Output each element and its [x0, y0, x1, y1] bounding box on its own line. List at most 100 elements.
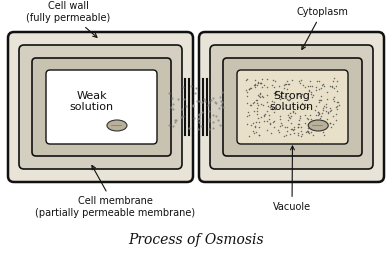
Point	[287, 111, 293, 115]
Point	[194, 99, 200, 103]
Point	[196, 113, 202, 117]
Text: Weak
solution: Weak solution	[70, 91, 114, 112]
Point	[196, 116, 202, 120]
Point	[330, 97, 336, 101]
FancyBboxPatch shape	[210, 45, 373, 169]
Point	[303, 129, 310, 133]
Point	[256, 133, 262, 137]
Point	[318, 94, 325, 98]
Point	[179, 107, 185, 112]
Point	[325, 110, 331, 114]
Point	[247, 86, 253, 90]
Point	[323, 90, 330, 94]
Point	[334, 104, 340, 108]
Point	[314, 79, 320, 83]
Point	[294, 133, 301, 137]
Point	[310, 93, 316, 97]
Point	[307, 84, 313, 88]
Point	[279, 89, 285, 93]
Point	[244, 101, 250, 105]
Point	[218, 103, 224, 107]
Point	[269, 83, 275, 87]
Point	[205, 103, 211, 107]
Point	[263, 93, 270, 97]
Point	[196, 99, 202, 103]
Point	[289, 127, 295, 131]
Point	[327, 106, 333, 110]
Point	[271, 110, 277, 114]
Point	[166, 91, 172, 95]
FancyBboxPatch shape	[237, 70, 348, 144]
Point	[243, 78, 249, 82]
Point	[308, 90, 314, 94]
Point	[288, 114, 294, 118]
Point	[305, 130, 311, 134]
Point	[245, 87, 252, 91]
Point	[315, 113, 321, 117]
Text: Strong
solution: Strong solution	[269, 91, 314, 112]
Point	[321, 121, 327, 125]
Point	[291, 127, 297, 131]
Point	[266, 117, 272, 121]
Point	[314, 121, 320, 125]
Point	[285, 82, 292, 86]
Point	[252, 125, 258, 129]
Point	[259, 94, 265, 98]
Point	[310, 121, 317, 125]
Point	[272, 79, 278, 83]
Point	[271, 91, 277, 95]
Point	[315, 109, 321, 114]
Point	[178, 115, 184, 119]
Point	[296, 122, 302, 126]
Point	[248, 122, 254, 126]
Point	[305, 105, 311, 109]
Point	[288, 121, 294, 125]
Point	[327, 84, 333, 88]
Point	[298, 92, 305, 96]
Point	[317, 116, 323, 120]
Point	[319, 112, 325, 116]
Point	[257, 95, 263, 99]
Point	[276, 130, 283, 134]
Point	[321, 133, 327, 137]
Point	[305, 129, 311, 133]
Point	[256, 124, 262, 129]
Point	[287, 97, 293, 101]
Point	[215, 118, 221, 122]
Point	[285, 99, 291, 103]
Point	[313, 113, 319, 117]
Point	[330, 114, 336, 118]
Point	[256, 91, 263, 96]
Point	[212, 101, 219, 105]
Point	[172, 120, 178, 124]
Point	[295, 131, 301, 135]
Point	[254, 112, 260, 116]
Point	[289, 110, 296, 114]
Point	[193, 86, 199, 90]
Point	[191, 116, 197, 120]
Point	[319, 106, 326, 110]
Point	[305, 122, 311, 126]
Point	[272, 93, 278, 97]
Point	[270, 85, 277, 89]
Point	[210, 96, 216, 100]
Point	[251, 109, 257, 113]
Point	[305, 84, 312, 88]
FancyBboxPatch shape	[8, 32, 193, 182]
Point	[328, 125, 334, 129]
Point	[174, 97, 181, 101]
Point	[279, 106, 286, 110]
Point	[170, 124, 176, 129]
Point	[283, 87, 290, 91]
FancyBboxPatch shape	[199, 32, 384, 182]
Point	[323, 109, 329, 113]
Point	[246, 134, 252, 138]
Text: Cytoplasm: Cytoplasm	[296, 7, 348, 50]
Point	[333, 105, 339, 109]
Point	[305, 131, 312, 135]
Point	[275, 128, 281, 132]
Point	[307, 78, 313, 83]
Point	[199, 109, 205, 114]
Point	[299, 132, 305, 136]
Point	[295, 104, 301, 108]
